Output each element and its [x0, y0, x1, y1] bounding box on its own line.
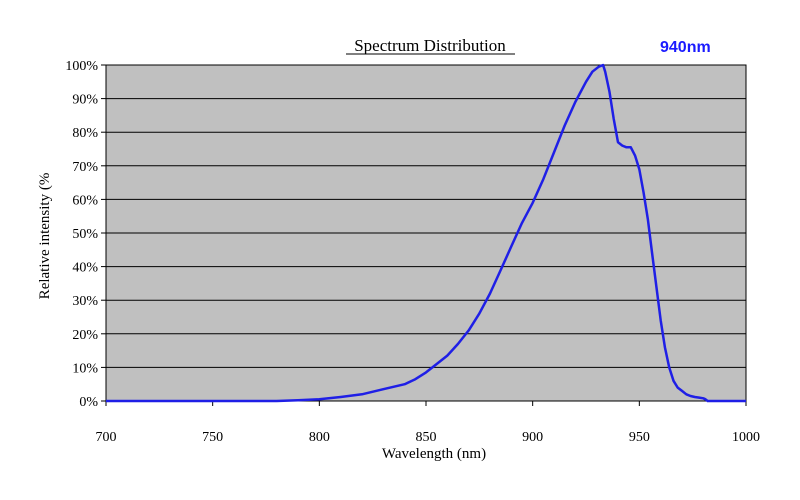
- y-tick-label: 0%: [79, 395, 98, 410]
- y-tick-label: 50%: [72, 227, 98, 242]
- x-tick-label: 900: [522, 430, 543, 445]
- x-tick-label: 1000: [732, 430, 760, 445]
- y-axis: 0% 10% 20% 30% 40% 50% 60% 70% 80% 90% 100%: [65, 59, 106, 410]
- y-tick-label: 70%: [72, 160, 98, 175]
- x-tick-label: 950: [629, 430, 650, 445]
- x-tick-label: 750: [202, 430, 223, 445]
- x-tick-label: 800: [309, 430, 330, 445]
- spectrum-line: [106, 63, 746, 403]
- y-axis-label: Relative intensity (%: [37, 173, 53, 300]
- y-tick-label: 100%: [65, 59, 98, 74]
- x-axis: 700 750 800 850 900 950 1000: [96, 401, 760, 445]
- series-layer: [106, 63, 746, 403]
- wavelength-badge: 940nm: [660, 39, 711, 56]
- y-tick-label: 10%: [72, 361, 98, 376]
- chart-title: Spectrum Distribution: [354, 36, 506, 55]
- y-tick-label: 60%: [72, 193, 98, 208]
- x-tick-label: 850: [416, 430, 437, 445]
- x-tick-label: 700: [96, 430, 117, 445]
- x-axis-label: Wavelength (nm): [382, 446, 486, 462]
- y-tick-label: 20%: [72, 328, 98, 343]
- y-tick-label: 30%: [72, 294, 98, 309]
- y-tick-label: 80%: [72, 126, 98, 141]
- y-tick-label: 40%: [72, 261, 98, 276]
- y-tick-label: 90%: [72, 93, 98, 108]
